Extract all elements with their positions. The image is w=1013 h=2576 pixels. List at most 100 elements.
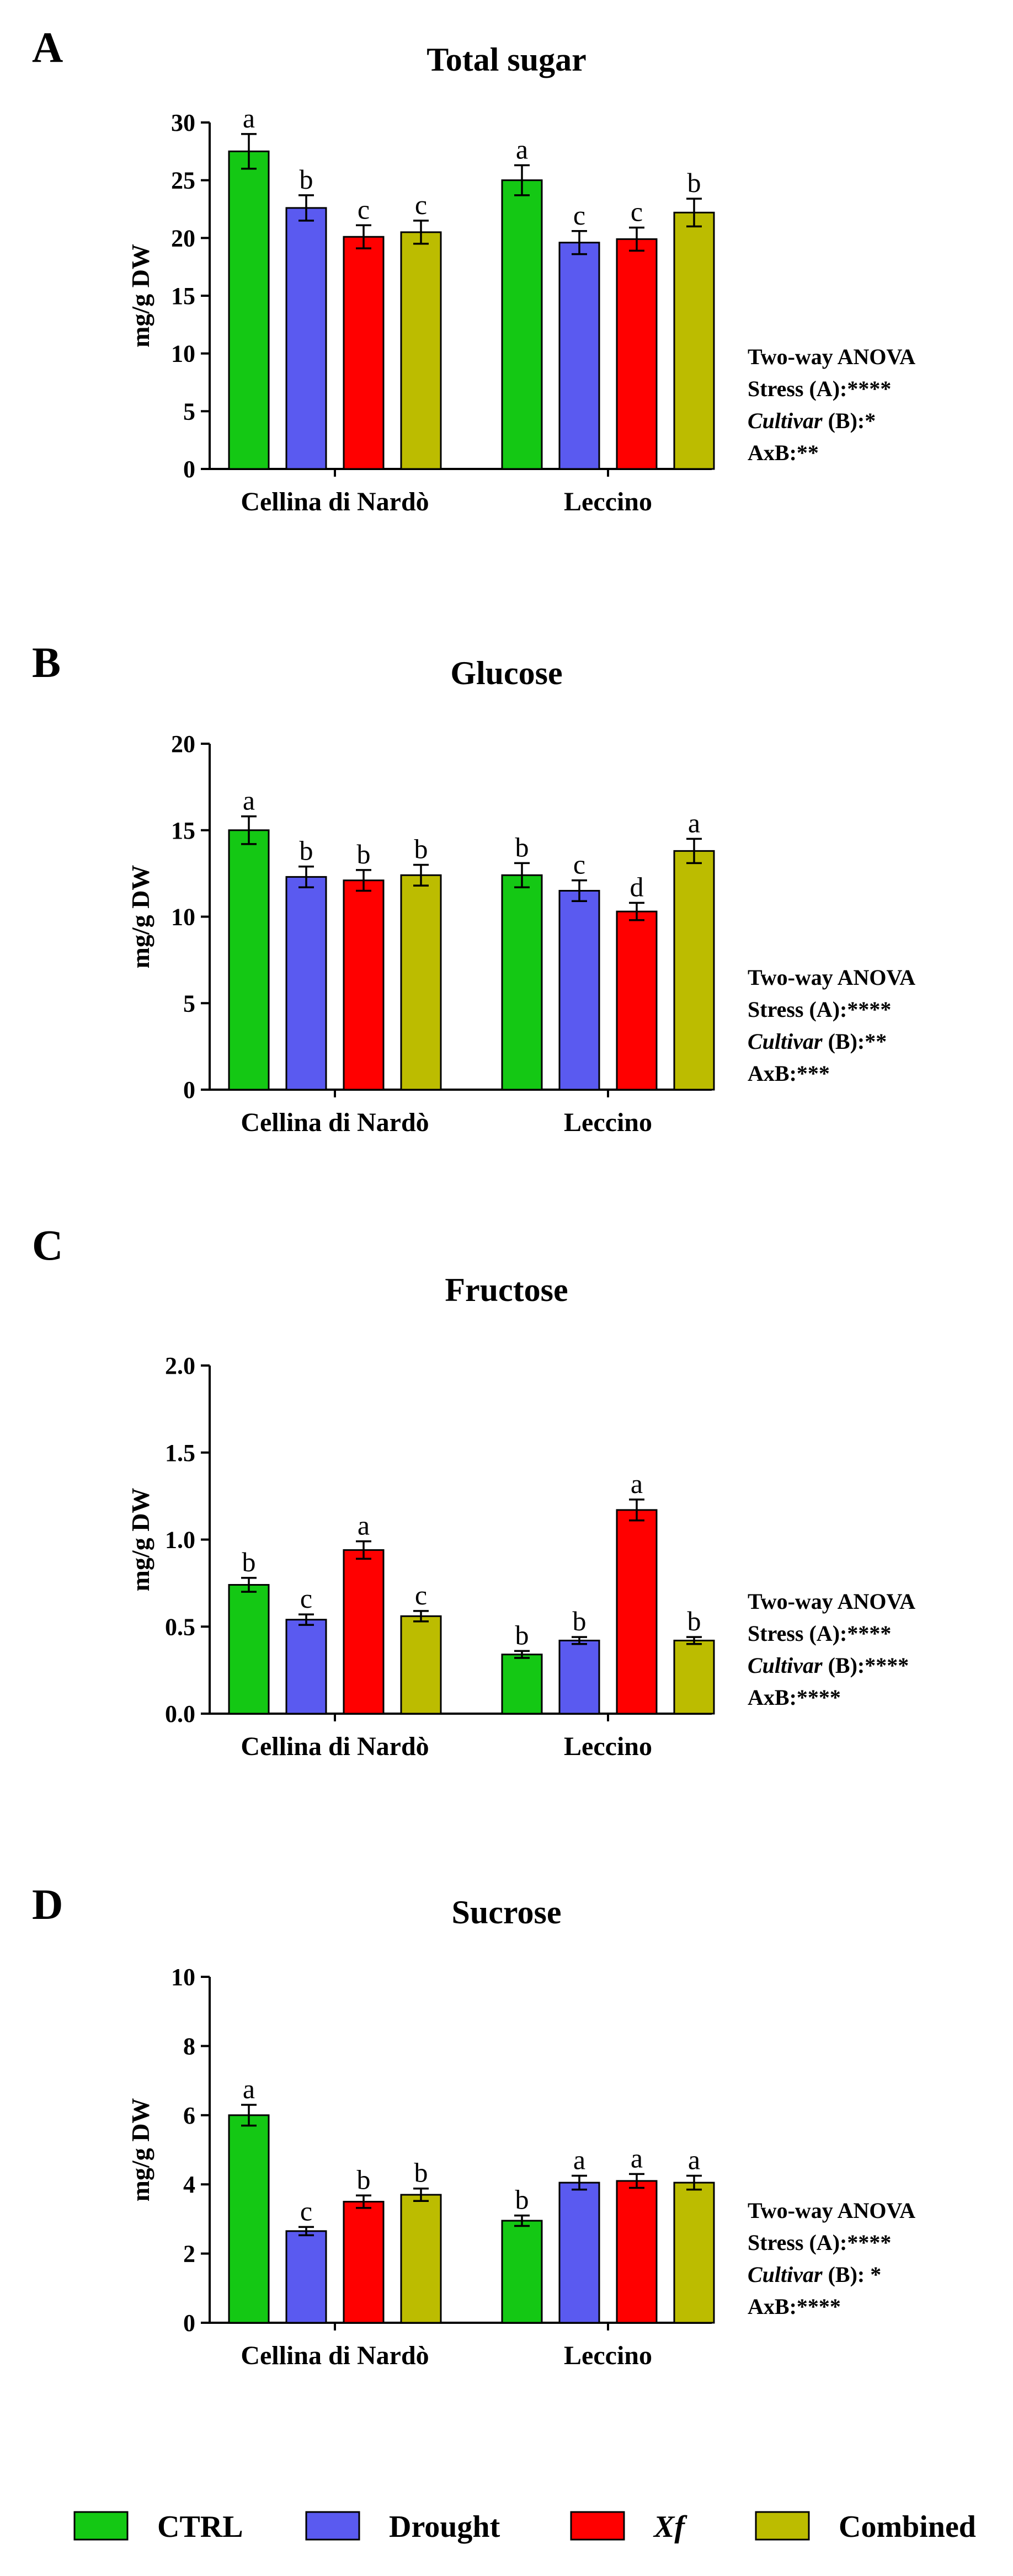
bar-drought-leccino [558, 889, 600, 1091]
y-tick-label: 15 [171, 817, 195, 844]
chart-title: Sucrose [452, 1894, 562, 1930]
anova-stress: Stress (A):**** [748, 2230, 891, 2255]
anova-stress: Stress (A):**** [748, 997, 891, 1022]
legend-item-combined: Combined [755, 2510, 976, 2544]
anova-cultivar-result: (B):** [823, 1029, 887, 1054]
chart-title: Total sugar [426, 41, 587, 78]
bar-combined-leccino [673, 2182, 715, 2324]
y-tick-label: 25 [171, 167, 195, 194]
significance-letter: b [357, 2164, 371, 2195]
anova-cultivar: Cultivar (B):* [748, 408, 876, 433]
significance-letter: b [515, 831, 529, 862]
significance-letter: b [300, 835, 313, 866]
bar-combined-cellina [400, 874, 442, 1091]
legend-label: Xf [653, 2510, 687, 2544]
anova-cultivar: Cultivar (B): * [748, 2262, 881, 2287]
bar-drought-cellina [285, 2230, 327, 2324]
anova-cultivar-word: Cultivar [748, 2262, 823, 2287]
bar-drought-leccino [558, 242, 600, 470]
anova-cultivar-result: (B):**** [823, 1653, 909, 1678]
bar-combined-cellina [400, 231, 442, 470]
anova-interaction: AxB:**** [748, 1685, 841, 1710]
y-tick-label: 10 [171, 340, 195, 367]
y-tick-label: 2.0 [165, 1352, 195, 1379]
legend-item-ctrl: CTRL [73, 2510, 243, 2544]
bar-xf-leccino [616, 1509, 658, 1715]
anova-interaction: AxB:**** [748, 2294, 841, 2319]
bar-xf-leccino [616, 2180, 658, 2324]
y-tick-label: 0 [183, 1076, 195, 1103]
bar-combined-cellina [400, 2194, 442, 2324]
bar-drought-cellina [285, 876, 327, 1091]
legend-item-xf: Xf [570, 2510, 687, 2544]
y-tick-label: 1.0 [165, 1527, 195, 1554]
significance-letter: b [687, 1606, 701, 1636]
significance-letter: c [300, 2195, 312, 2226]
anova-header: Two-way ANOVA [748, 965, 915, 990]
bar-xf-leccino [616, 910, 658, 1091]
y-tick-label: 30 [171, 109, 195, 136]
bar-ctrl-cellina [228, 2114, 270, 2324]
bar-xf-cellina [343, 1549, 385, 1715]
significance-letter: a [243, 103, 255, 134]
x-category-label: Leccino [564, 1732, 652, 1761]
significance-letter: a [358, 1510, 370, 1541]
bar-ctrl-leccino [501, 874, 543, 1091]
chart-title: Glucose [450, 655, 562, 691]
significance-letter: a [631, 1468, 643, 1499]
anova-cultivar-result: (B): * [823, 2262, 882, 2287]
y-tick-label: 0 [183, 456, 195, 483]
y-tick-label: 5 [183, 398, 195, 425]
y-tick-label: 20 [171, 225, 195, 252]
legend-swatch [73, 2511, 129, 2541]
anova-header: Two-way ANOVA [748, 2198, 915, 2223]
significance-letter: c [415, 189, 427, 220]
significance-letter: b [414, 833, 428, 864]
significance-letter: c [631, 196, 643, 227]
legend: CTRL Drought Xf Combined [73, 2510, 976, 2544]
significance-letter: a [243, 2073, 255, 2104]
y-axis-label: mg/g DW [126, 2098, 154, 2202]
significance-letter: b [357, 839, 371, 870]
legend-swatch [570, 2511, 625, 2541]
bar-drought-leccino [558, 1639, 600, 1715]
legend-label: CTRL [157, 2510, 243, 2544]
significance-letter: b [515, 1619, 529, 1650]
significance-letter: a [688, 807, 700, 838]
y-tick-label: 8 [183, 2033, 195, 2060]
anova-cultivar-word: Cultivar [748, 1029, 823, 1054]
y-tick-label: 10 [171, 904, 195, 931]
chart-panel-d: D Sucrose mg/g DW 0 2 4 6 8 10 Cellina di Nardò Le… [32, 1880, 915, 2370]
bar-ctrl-cellina [228, 829, 270, 1091]
bar-combined-cellina [400, 1615, 442, 1715]
bar-drought-leccino [558, 2182, 600, 2324]
significance-letter: b [515, 2184, 529, 2215]
anova-cultivar: Cultivar (B):** [748, 1029, 887, 1054]
significance-letter: c [573, 200, 585, 231]
chart-panel-a: A Total sugar mg/g DW 0 5 10 15 20 25 30 Cellina d… [32, 23, 915, 516]
y-tick-label: 1.5 [165, 1439, 195, 1466]
anova-interaction: AxB:** [748, 440, 819, 465]
y-tick-label: 10 [171, 1964, 195, 1991]
significance-letter: b [300, 164, 313, 195]
y-tick-label: 20 [171, 730, 195, 758]
chart-panel-b: B Glucose mg/g DW 0 5 10 15 20 Cellina di Nardò L… [32, 638, 915, 1137]
x-category-label: Leccino [564, 1108, 652, 1137]
bar-combined-leccino [673, 211, 715, 470]
significance-letter: b [414, 2157, 428, 2188]
bar-ctrl-leccino [501, 2220, 543, 2324]
x-category-label: Cellina di Nardò [241, 2341, 429, 2370]
y-axis-label: mg/g DW [126, 244, 154, 348]
significance-letter: a [573, 2145, 585, 2175]
significance-letter: c [415, 1580, 427, 1610]
significance-letter: c [358, 194, 370, 225]
panel-letter: B [32, 638, 61, 686]
y-axis-label: mg/g DW [126, 1488, 154, 1592]
bar-xf-cellina [343, 236, 385, 470]
bar-combined-leccino [673, 850, 715, 1091]
legend-item-drought: Drought [305, 2510, 500, 2544]
anova-stress: Stress (A):**** [748, 376, 891, 401]
bar-ctrl-leccino [501, 1654, 543, 1715]
legend-label: Combined [839, 2510, 976, 2544]
